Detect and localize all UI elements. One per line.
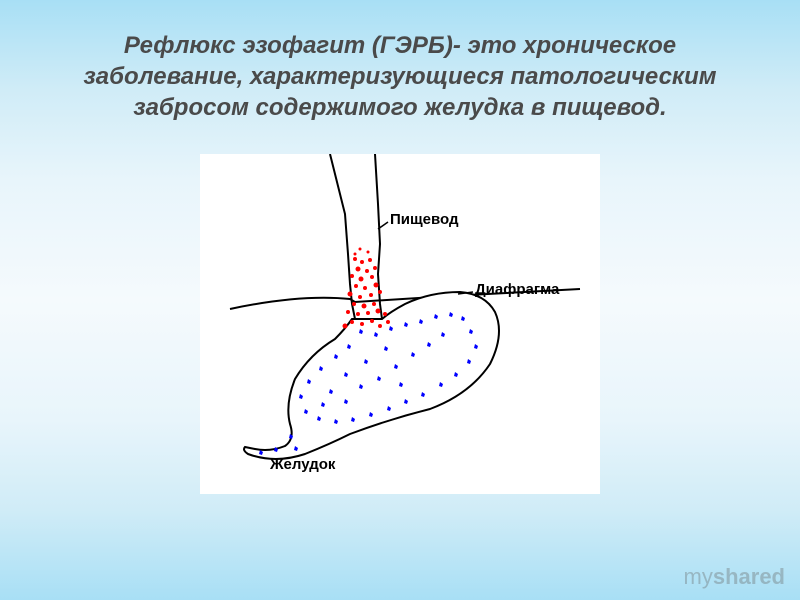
diagram-svg: Пищевод Диафрагма Желудок (200, 154, 600, 494)
title-block: Рефлюкс эзофагит (ГЭРБ)- это хроническое… (0, 0, 800, 144)
watermark-part2: shared (713, 564, 785, 589)
esophagus-right (375, 154, 382, 319)
watermark-part1: my (684, 564, 713, 589)
label-esophagus: Пищевод (390, 211, 459, 228)
label-stomach: Желудок (269, 456, 336, 473)
stomach-outline (244, 292, 499, 459)
anatomy-diagram: Пищевод Диафрагма Желудок (200, 154, 600, 494)
slide-title: Рефлюкс эзофагит (ГЭРБ)- это хроническое… (50, 30, 750, 124)
watermark: myshared (684, 564, 785, 590)
label-diaphragm: Диафрагма (475, 281, 560, 298)
